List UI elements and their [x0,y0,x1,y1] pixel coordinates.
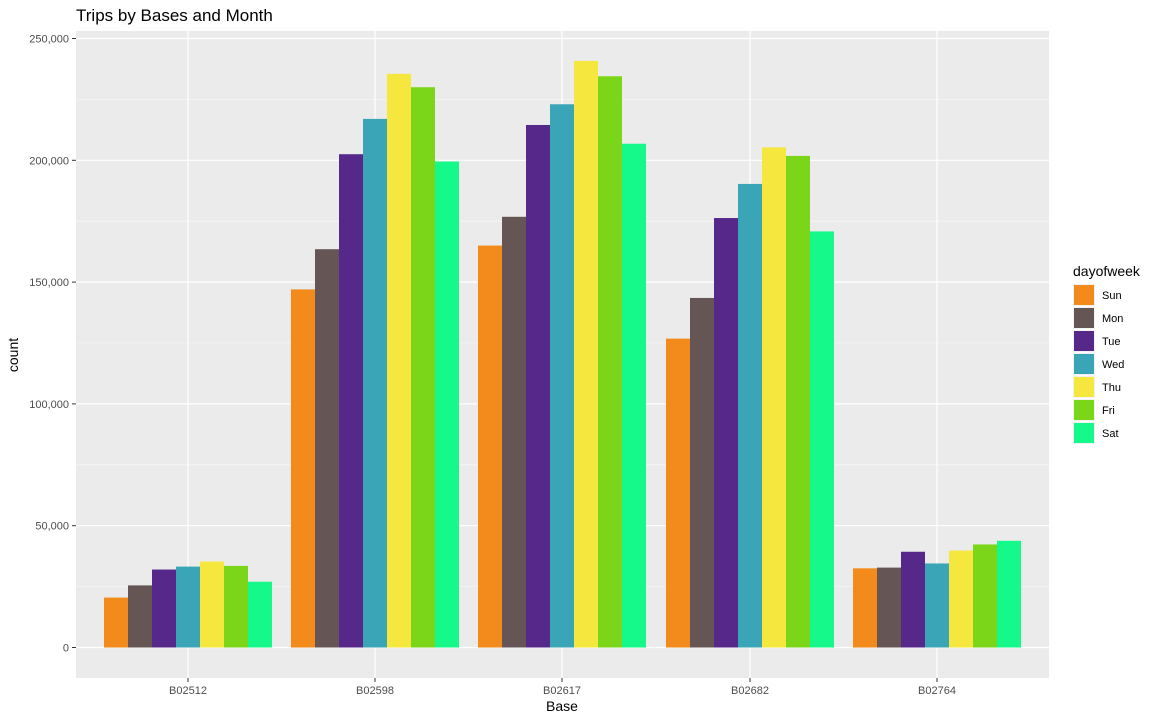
x-axis-title: Base [546,698,578,714]
bar-B02617-Tue [526,124,550,648]
bar-B02764-Sun [853,568,877,648]
x-tick-label: B02764 [918,685,956,697]
legend-label-Fri: Fri [1102,405,1115,417]
bars-group [104,60,1021,648]
bar-B02617-Fri [598,76,622,648]
legend-swatch-Thu [1074,377,1094,397]
bar-B02598-Tue [339,154,363,648]
bar-B02682-Sun [666,338,690,648]
x-tick-label: B02512 [169,685,207,697]
bar-B02764-Sat [997,540,1021,648]
x-axis: B02512 B02598 B02617 B02682 B02764 [169,678,956,697]
bar-B02617-Sun [478,245,502,648]
bar-B02764-Fri [973,544,997,648]
legend-title: dayofweek [1073,263,1141,279]
bar-B02682-Sat [810,231,834,648]
legend-label-Mon: Mon [1102,313,1123,325]
bar-B02682-Thu [762,147,786,648]
bar-B02598-Sat [435,161,459,648]
y-tick-label: 200,000 [29,155,69,167]
bar-B02598-Wed [363,118,387,648]
y-axis: 0 50,000 100,000 150,000 200,000 250,000 [29,34,76,655]
y-tick-label: 0 [63,643,69,655]
bar-B02682-Fri [786,155,810,648]
legend-swatch-Tue [1074,331,1094,351]
bar-B02598-Sun [291,289,315,648]
bar-B02598-Thu [387,73,411,648]
bar-B02682-Tue [714,218,738,648]
bar-B02617-Mon [502,216,526,648]
legend-swatch-Sat [1074,423,1094,443]
y-tick-label: 100,000 [29,399,69,411]
bar-B02598-Mon [315,249,339,648]
bar-B02682-Mon [690,297,714,648]
legend: dayofweek Sun Mon Tue Wed Thu Fri Sat [1073,263,1141,444]
bar-B02512-Sun [104,597,128,648]
chart-title: Trips by Bases and Month [76,6,273,25]
bar-B02764-Wed [925,563,949,648]
bar-B02512-Tue [152,569,176,648]
bar-B02512-Wed [176,566,200,648]
legend-label-Thu: Thu [1102,382,1121,394]
legend-label-Wed: Wed [1102,359,1124,371]
legend-swatch-Sun [1074,285,1094,305]
legend-swatch-Mon [1074,308,1094,328]
y-tick-label: 150,000 [29,277,69,289]
bar-B02617-Wed [550,104,574,648]
bar-B02682-Wed [738,183,762,648]
legend-label-Sun: Sun [1102,290,1122,302]
bar-B02764-Tue [901,551,925,648]
bar-B02598-Fri [411,87,435,648]
bar-B02764-Thu [949,550,973,648]
x-tick-label: B02617 [543,685,581,697]
legend-swatch-Fri [1074,400,1094,420]
x-tick-label: B02682 [731,685,769,697]
bar-B02617-Thu [574,60,598,648]
y-tick-label: 250,000 [29,34,69,46]
bar-B02512-Fri [224,565,248,648]
y-axis-title: count [5,338,21,372]
legend-label-Sat: Sat [1102,428,1119,440]
bar-B02512-Thu [200,561,224,648]
bar-B02617-Sat [622,143,646,648]
y-tick-label: 50,000 [35,521,69,533]
x-tick-label: B02598 [356,685,394,697]
bar-B02512-Sat [248,581,272,648]
legend-label-Tue: Tue [1102,336,1121,348]
legend-swatch-Wed [1074,354,1094,374]
bar-B02512-Mon [128,585,152,648]
bar-B02764-Mon [877,567,901,648]
